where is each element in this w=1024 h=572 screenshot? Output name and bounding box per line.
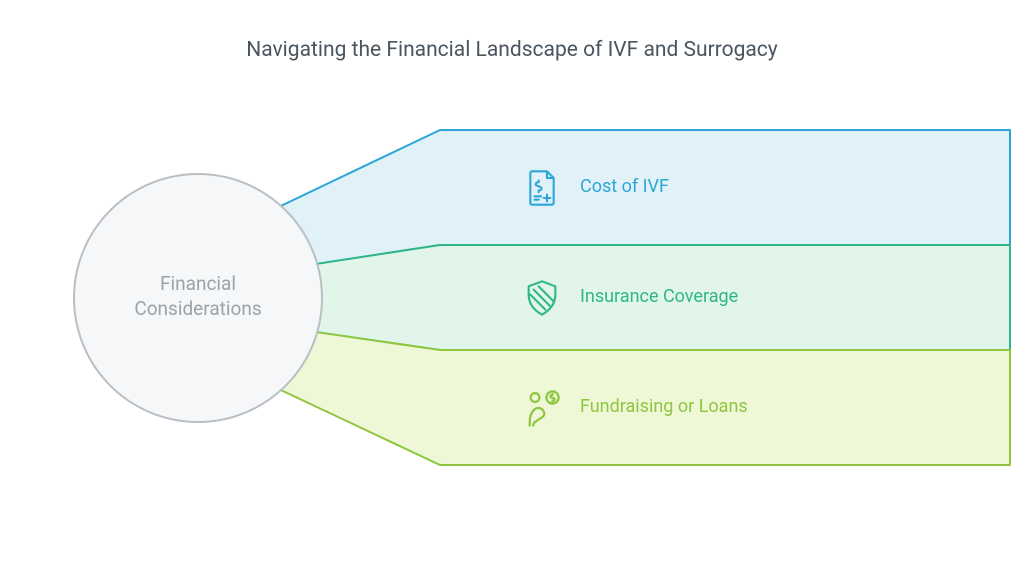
branch-label-cost-ivf: Cost of IVF (580, 176, 669, 197)
center-label-line1: Financial (160, 272, 236, 295)
branch-label-fundraising: Fundraising or Loans (580, 396, 748, 417)
invoice-dollar-icon (520, 166, 564, 210)
branch-shape-cost-ivf (281, 130, 1010, 264)
page-title: Navigating the Financial Landscape of IV… (0, 38, 1024, 62)
diagram-container: Cost of IVF Insurance Coverage Fundraisi… (0, 100, 1024, 520)
branch-label-insurance: Insurance Coverage (580, 286, 738, 307)
person-coin-icon (520, 386, 564, 430)
center-label: FinancialConsiderations (118, 272, 278, 321)
shield-icon (520, 276, 564, 320)
center-label-line2: Considerations (134, 297, 261, 320)
